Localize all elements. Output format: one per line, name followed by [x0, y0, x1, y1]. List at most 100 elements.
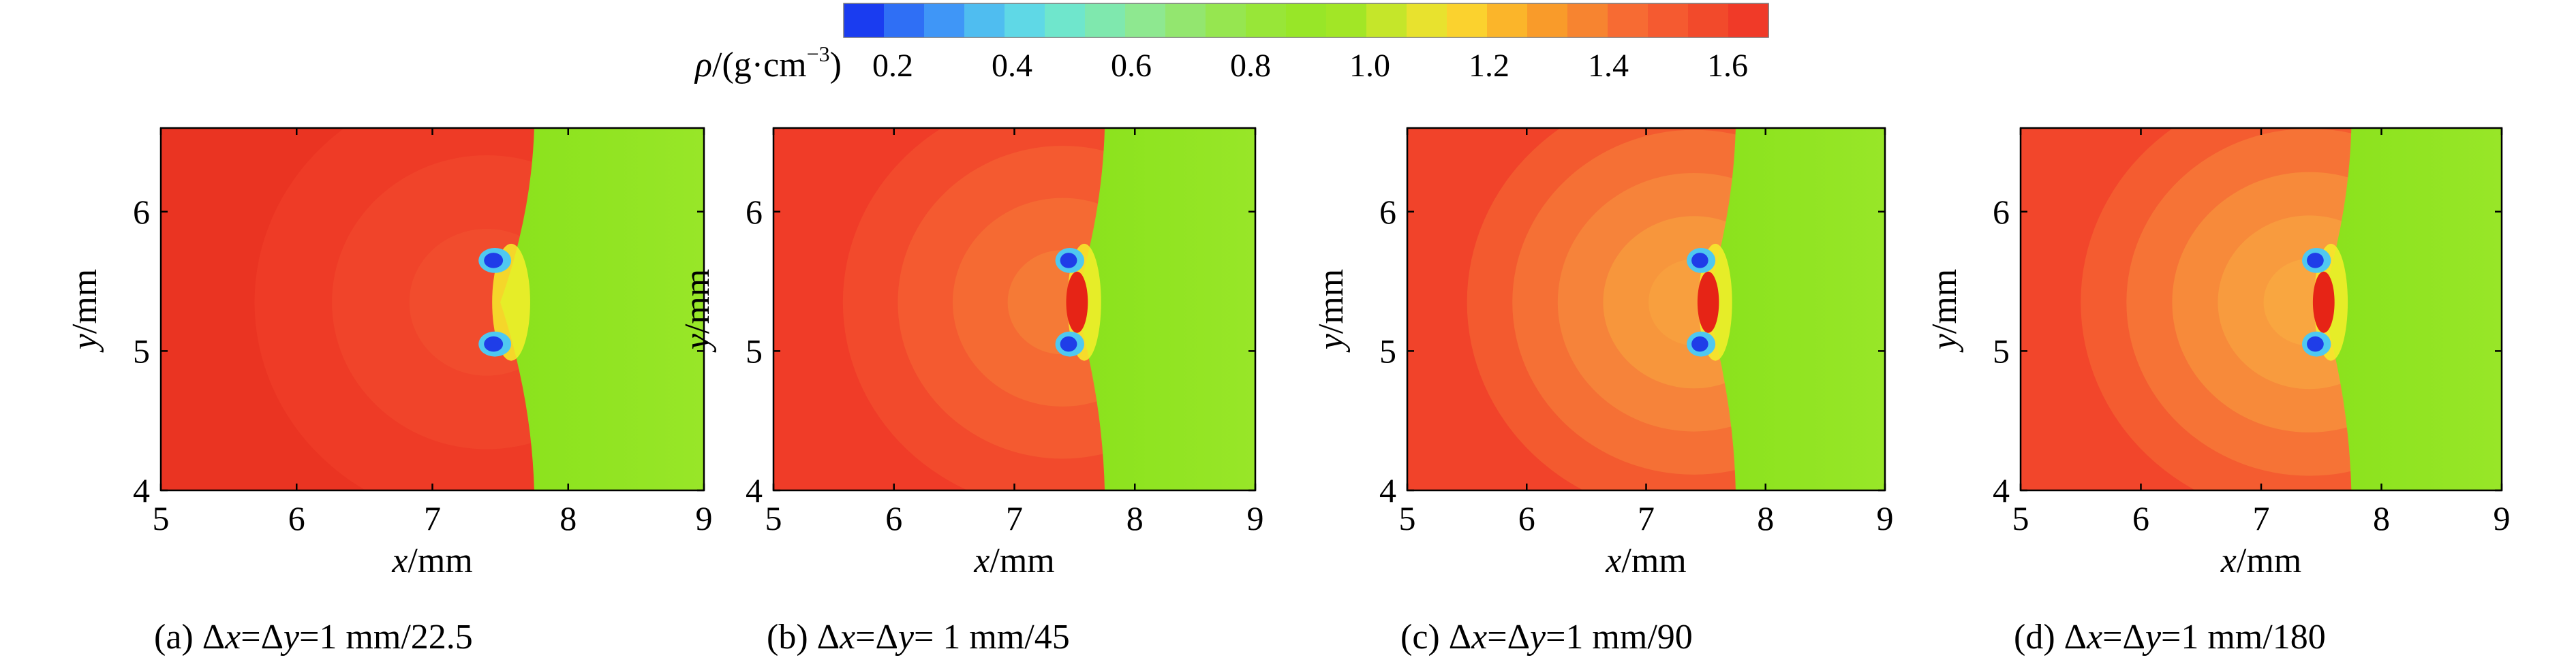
- bubble-core: [1697, 271, 1719, 333]
- y-tick-label: 5: [133, 332, 150, 370]
- vortex-core: [484, 253, 504, 268]
- y-tick-label: 6: [1379, 193, 1396, 231]
- colorbar-cell: [924, 3, 965, 37]
- bubble-core: [1066, 271, 1088, 333]
- x-axis-label: x/mm: [2220, 541, 2301, 580]
- x-tick-label: 8: [559, 499, 577, 537]
- colorbar-cell: [844, 3, 885, 37]
- x-tick-label: 6: [2132, 499, 2149, 537]
- y-tick-label: 4: [133, 471, 150, 509]
- density-field: [773, 128, 1255, 490]
- panel-caption: (c) Δx=Δy=1 mm/90: [1400, 618, 1693, 657]
- colorbar-cell: [1407, 3, 1447, 37]
- y-tick-label: 4: [1379, 471, 1396, 509]
- vortex-core: [2307, 253, 2324, 268]
- x-tick-label: 9: [2494, 499, 2511, 537]
- colorbar-cell: [1246, 3, 1287, 37]
- colorbar-tick-label: 0.2: [872, 48, 913, 84]
- colorbar-tick-label: 1.4: [1588, 48, 1629, 84]
- vortex-core: [1060, 253, 1077, 268]
- colorbar-cell: [1045, 3, 1086, 37]
- density-field: [161, 128, 704, 490]
- colorbar-cell: [964, 3, 1005, 37]
- colorbar-cell: [1125, 3, 1166, 37]
- panel-caption: (b) Δx=Δy= 1 mm/45: [767, 618, 1070, 657]
- density-field: [2021, 128, 2502, 490]
- bubble: [1687, 243, 1732, 361]
- y-tick-label: 6: [746, 193, 763, 231]
- colorbar-tick-label: 0.6: [1111, 48, 1152, 84]
- bubble: [478, 243, 530, 361]
- x-tick-label: 7: [1638, 499, 1655, 537]
- colorbar-cell: [1366, 3, 1407, 37]
- uncompressed-region: [1706, 128, 1885, 490]
- x-tick-label: 7: [2253, 499, 2270, 537]
- y-axis-label: y/mm: [1312, 269, 1351, 353]
- panel-caption: (a) Δx=Δy=1 mm/22.5: [154, 618, 473, 657]
- colorbar-cell: [1447, 3, 1488, 37]
- colorbar-cell: [1286, 3, 1327, 37]
- uncompressed-region: [500, 128, 704, 490]
- colorbar-label-symbol: ρ: [694, 46, 712, 84]
- colorbar-tick-label: 1.2: [1469, 48, 1509, 84]
- colorbar-cell: [1326, 3, 1367, 37]
- x-tick-label: 9: [696, 499, 713, 537]
- x-tick-label: 8: [1757, 499, 1774, 537]
- y-tick-label: 5: [746, 332, 763, 370]
- x-axis-label: x/mm: [1605, 541, 1686, 580]
- x-tick-label: 5: [153, 499, 170, 537]
- colorbar-frame: [843, 3, 1769, 38]
- x-tick-label: 8: [2373, 499, 2390, 537]
- vortex-core: [2307, 336, 2324, 352]
- colorbar-tick-labels: 0.2 0.4 0.6 0.8 1.0 1.2 1.4 1.6: [872, 48, 1748, 84]
- colorbar-label-exponent: −3: [807, 42, 830, 66]
- colorbar-tick-label: 0.4: [992, 48, 1032, 84]
- y-tick-label: 6: [1993, 193, 2010, 231]
- uncompressed-region: [2321, 128, 2502, 490]
- vortex-core: [484, 336, 504, 352]
- y-axis-label: y/mm: [65, 269, 104, 353]
- y-tick-label: 5: [1379, 332, 1396, 370]
- vortex-core: [1060, 336, 1077, 352]
- colorbar-label-close: ): [830, 46, 842, 84]
- colorbar-cell: [1688, 3, 1729, 37]
- bubble-core: [2312, 271, 2335, 333]
- y-tick-label: 6: [133, 193, 150, 231]
- x-tick-label: 9: [1247, 499, 1264, 537]
- y-tick-label: 4: [1993, 471, 2010, 509]
- vortex-core: [1691, 336, 1708, 352]
- colorbar: ρ/(g·cm−3) 0.2 0.4 0.6 0.8 1.0 1.2 1.4 1.6: [694, 3, 1769, 84]
- y-axis-label: y/mm: [1925, 269, 1964, 353]
- colorbar-tick-label: 1.6: [1707, 48, 1748, 84]
- colorbar-label: ρ/(g·cm−3): [694, 42, 842, 84]
- colorbar-tick-label: 0.8: [1230, 48, 1271, 84]
- colorbar-label-units: /(g·cm: [712, 46, 807, 84]
- x-axis-label: x/mm: [391, 541, 472, 580]
- bubble-halo: [492, 243, 530, 361]
- x-tick-label: 5: [765, 499, 782, 537]
- colorbar-cell: [1085, 3, 1126, 37]
- y-axis-label: y/mm: [678, 269, 717, 353]
- colorbar-tick-label: 1.0: [1349, 48, 1390, 84]
- colorbar-cell: [1165, 3, 1206, 37]
- x-tick-label: 6: [885, 499, 902, 537]
- colorbar-cell: [1005, 3, 1045, 37]
- x-tick-label: 6: [288, 499, 305, 537]
- x-tick-label: 5: [1399, 499, 1416, 537]
- colorbar-cell: [1648, 3, 1689, 37]
- colorbar-cell: [884, 3, 925, 37]
- bubble: [2302, 243, 2348, 361]
- colorbar-cell: [1206, 3, 1246, 37]
- colorbar-cells: [844, 3, 1769, 37]
- x-tick-label: 8: [1126, 499, 1144, 537]
- x-tick-label: 7: [424, 499, 441, 537]
- colorbar-cell: [1608, 3, 1649, 37]
- colorbar-cell: [1728, 3, 1769, 37]
- x-tick-label: 5: [2012, 499, 2029, 537]
